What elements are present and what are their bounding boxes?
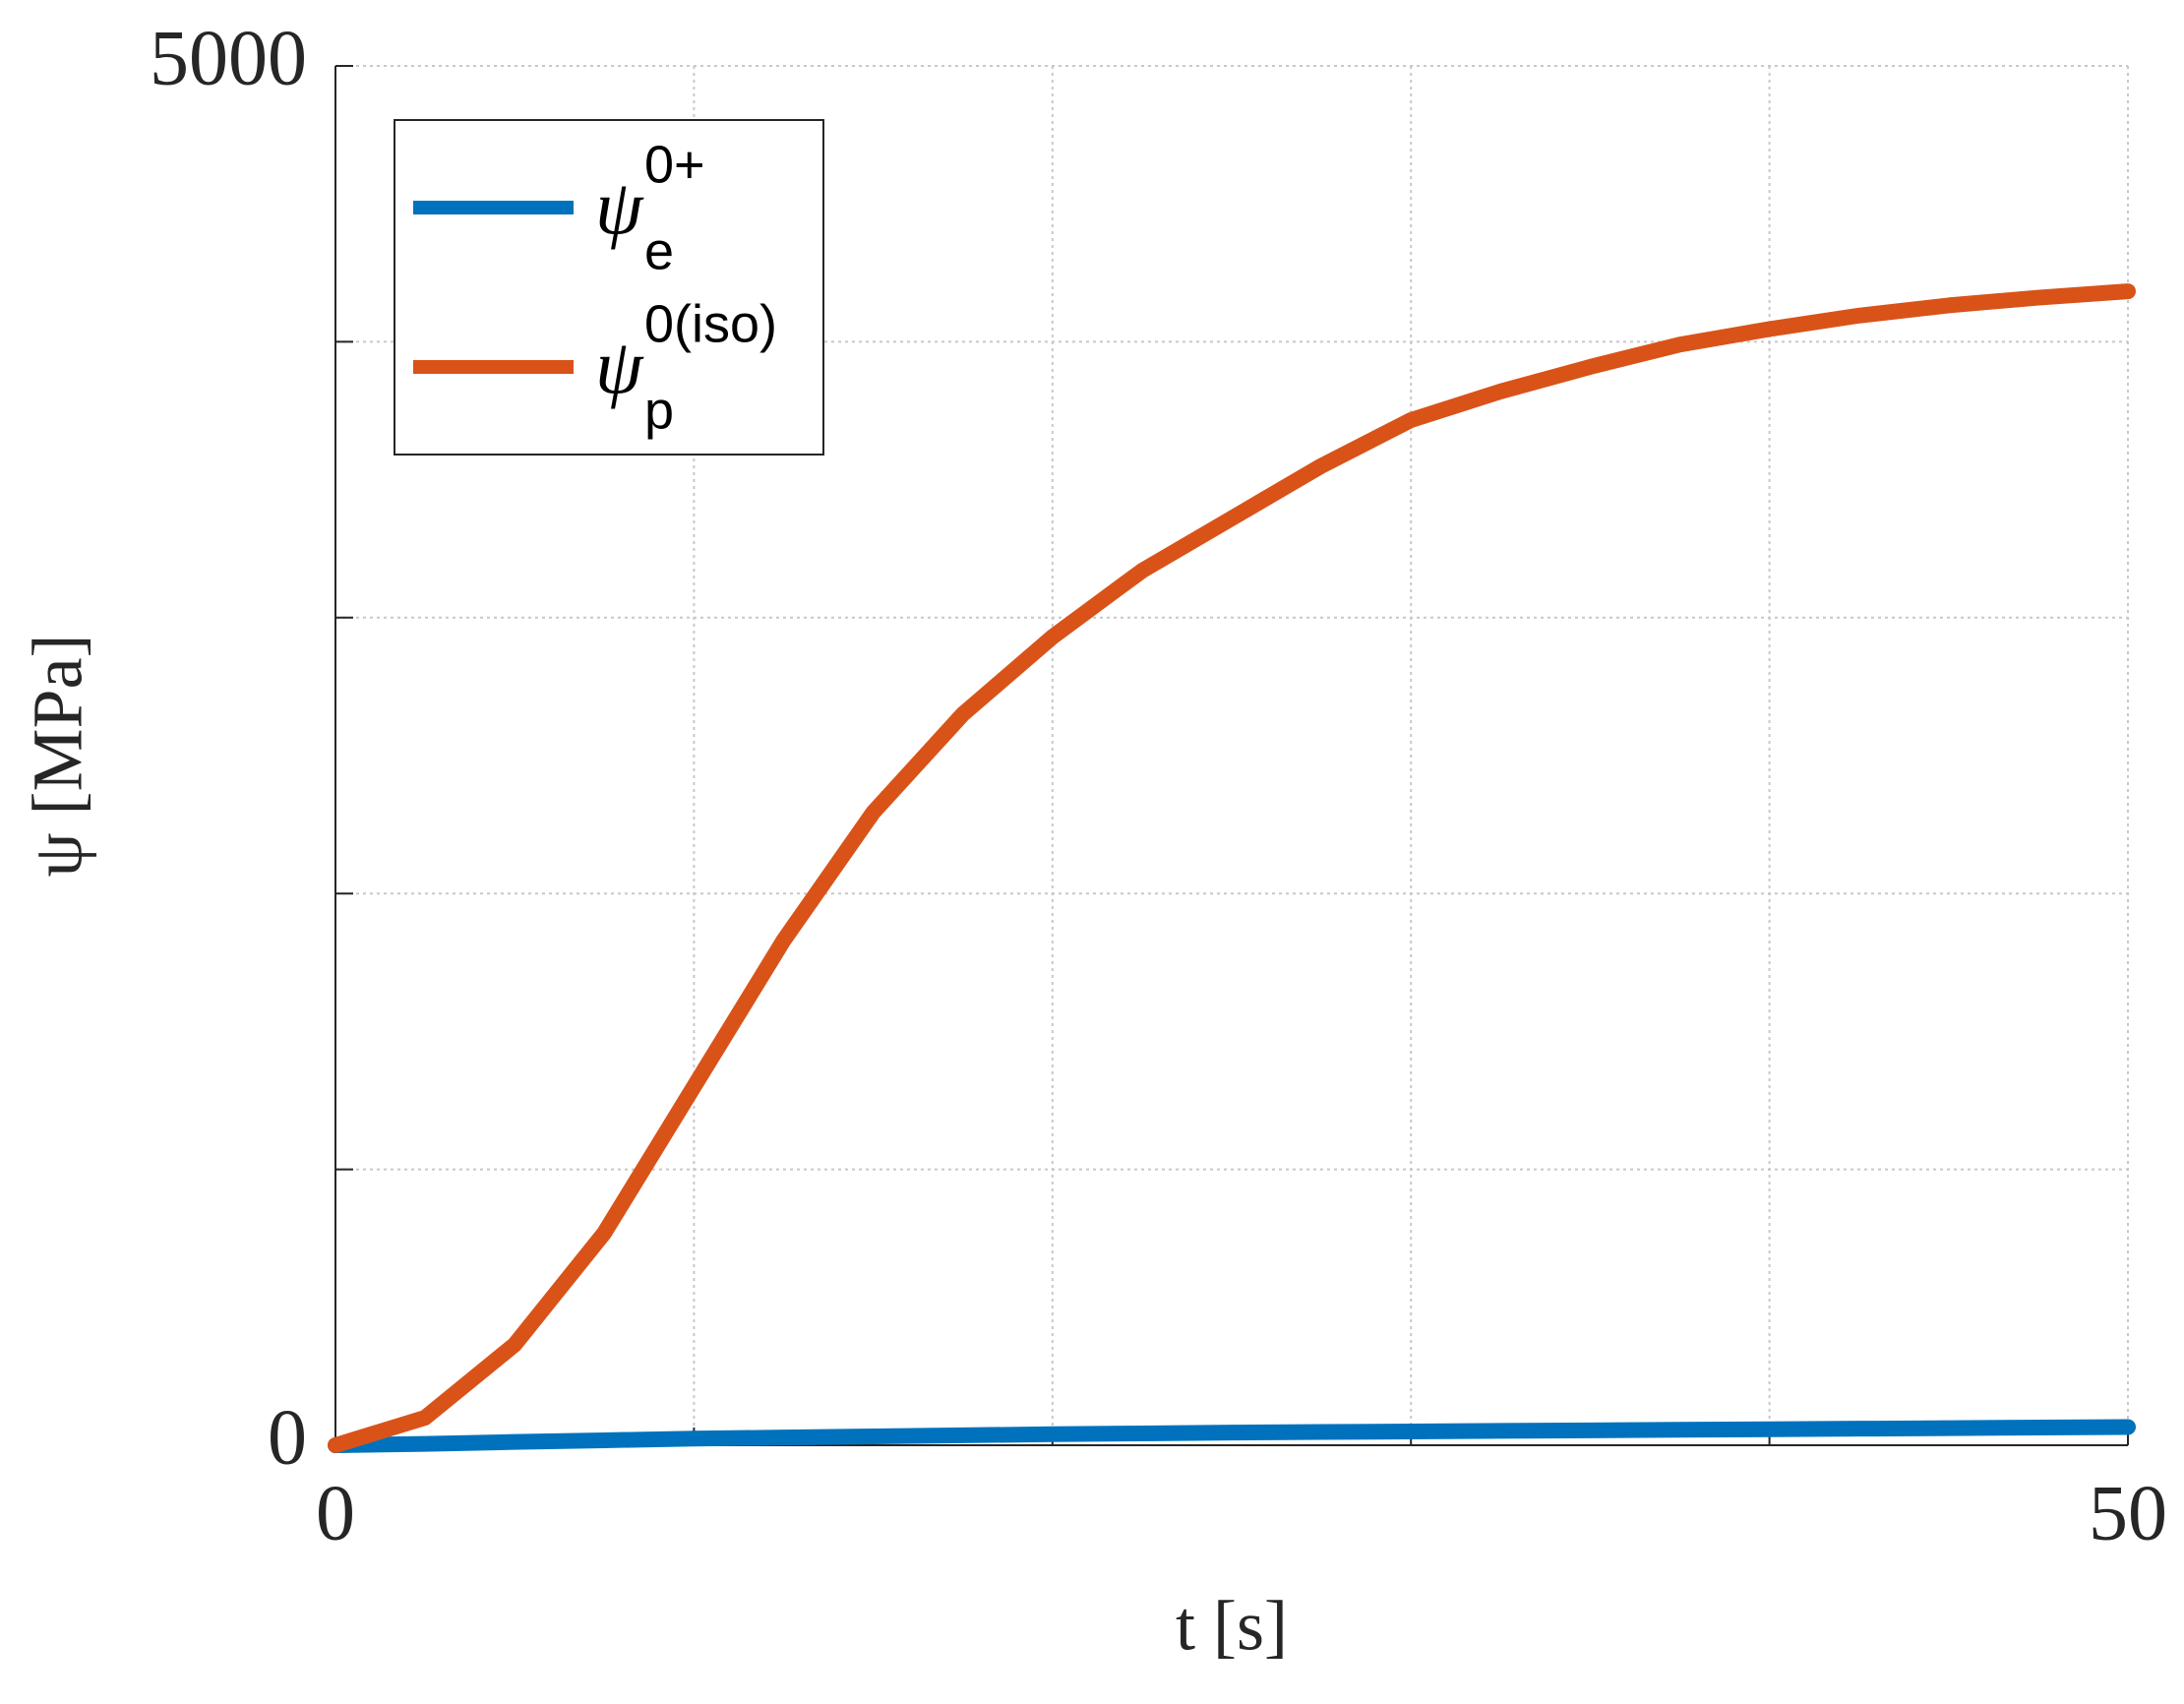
legend-sub: e	[644, 221, 674, 280]
legend-box	[394, 119, 824, 456]
y-tick-label: 0	[268, 1394, 307, 1481]
legend-sup: 0+	[644, 135, 705, 194]
legend-sub: p	[644, 381, 674, 440]
series-line	[328, 1419, 2136, 1453]
x-axis-label: t [s]	[1176, 1587, 1288, 1666]
legend-label: ψ	[595, 324, 644, 409]
x-tick-label: 50	[2089, 1470, 2167, 1556]
legend-label: ψ	[595, 164, 644, 250]
y-axis-label: ψ [MPa]	[19, 634, 97, 877]
legend-sup: 0(iso)	[644, 294, 777, 353]
x-tick-label: 0	[316, 1470, 355, 1556]
y-tick-label: 5000	[150, 15, 307, 101]
series-line	[328, 283, 2136, 1453]
